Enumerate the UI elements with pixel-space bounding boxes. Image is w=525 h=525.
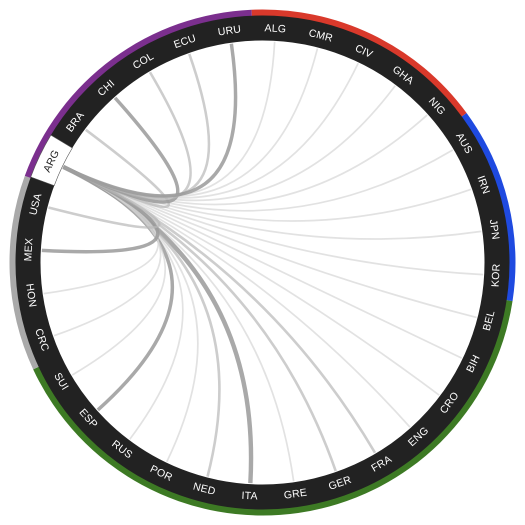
team-segment-cmr[interactable]: CMR [307,27,334,45]
ring-background [15,15,510,510]
team-label: GRE [283,487,308,502]
team-segment-ned[interactable]: NED [192,481,217,498]
team-label: BEL [481,309,498,332]
team-segment-jpn[interactable]: JPN [487,219,502,241]
link-arg-alg [62,41,276,197]
team-segment-usa[interactable]: USA [27,192,44,216]
chord-links [41,41,484,484]
team-segment-kor[interactable]: KOR [490,263,503,287]
team-segment-gre[interactable]: GRE [283,487,308,502]
link-arg-usa [48,165,161,229]
confederation-arc-africa [251,9,467,118]
team-segment-irn[interactable]: IRN [475,174,493,196]
team-label: CMR [307,27,334,45]
team-label: HON [23,283,38,308]
confederation-arcs [9,9,516,516]
team-ring [15,15,510,510]
team-label: USA [27,192,44,216]
team-segment-arg[interactable]: ARG [30,134,73,187]
team-label: IRN [475,174,493,196]
team-label: ITA [241,490,258,503]
confederation-arc-asia [460,112,516,302]
team-segment-bel[interactable]: BEL [481,309,498,332]
team-segment-uru[interactable]: URU [217,23,242,38]
team-label: KOR [490,263,503,287]
team-label: NED [192,481,217,498]
selected-segment-highlight [30,134,73,187]
confederation-arc-southamerica [24,9,252,179]
team-segment-mex[interactable]: MEX [22,238,35,262]
team-label: JPN [487,219,502,241]
team-label: URU [217,23,242,38]
team-label: ALG [264,22,286,35]
confederation-arc-concacaf [9,175,40,370]
team-segment-hon[interactable]: HON [23,283,38,308]
team-label: MEX [22,238,35,262]
link-arg-uru [62,43,238,198]
team-segment-ita[interactable]: ITA [241,490,258,503]
team-segment-alg[interactable]: ALG [264,22,286,35]
